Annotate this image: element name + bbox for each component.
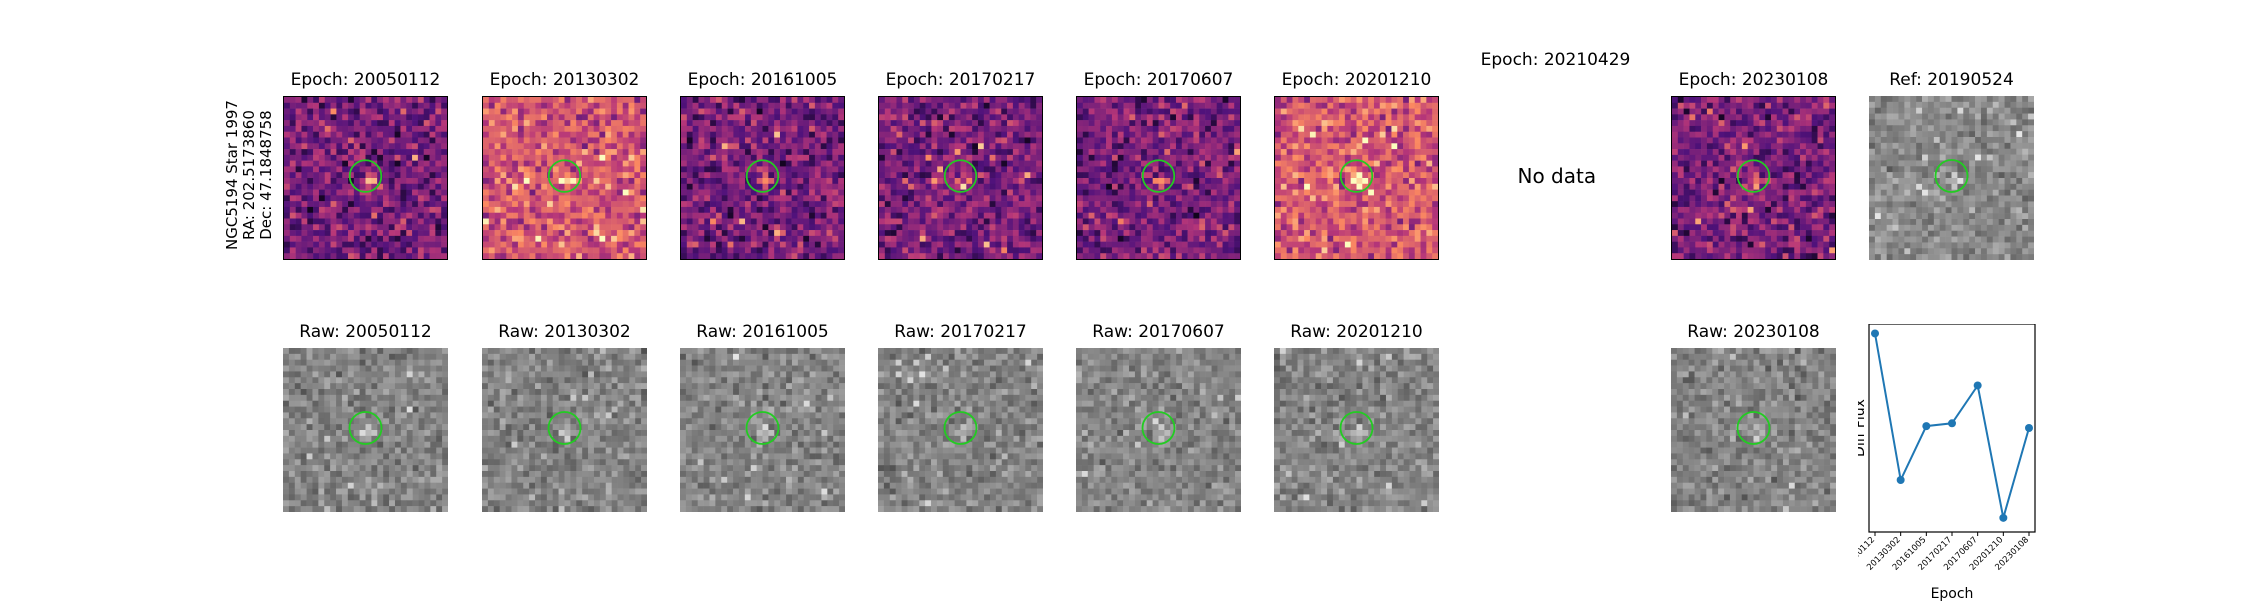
aperture-circle (482, 348, 647, 512)
panel-title: Raw: 20130302 (465, 322, 665, 342)
difference-image (1274, 96, 1439, 260)
raw-image (1076, 348, 1241, 512)
raw-image (1274, 348, 1439, 512)
panel-title: Raw: 20170217 (861, 322, 1061, 342)
panel-title: Epoch: 20201210 (1257, 70, 1457, 90)
data-point (1948, 419, 1956, 427)
panel-title: Ref: 20190524 (1852, 70, 2052, 90)
no-data-label: No data (1518, 164, 1597, 188)
aperture-circle (283, 348, 448, 512)
aperture-circle (1077, 97, 1240, 259)
aperture-circle (1274, 348, 1439, 512)
panel-title: Epoch: 20161005 (663, 70, 863, 90)
data-point (1897, 476, 1905, 484)
panel-title: Raw: 20230108 (1654, 322, 1854, 342)
raw-image (283, 348, 448, 512)
panel-title: Epoch: 20170217 (861, 70, 1061, 90)
diff-flux-plot: 2005011220130302201610052017021720170607… (1858, 324, 2058, 604)
aperture-circle (1671, 348, 1836, 512)
aperture-circle (681, 97, 844, 259)
difference-image (680, 96, 845, 260)
aperture-circle (879, 97, 1042, 259)
data-point (2025, 424, 2033, 432)
aperture-circle (1275, 97, 1438, 259)
panel-title: Raw: 20161005 (663, 322, 863, 342)
raw-image (1671, 348, 1836, 512)
raw-image (680, 348, 845, 512)
difference-image (283, 96, 448, 260)
aperture-circle (1869, 96, 2034, 260)
raw-image (878, 348, 1043, 512)
panel-title: Epoch: 20210429 (1456, 50, 1656, 70)
aperture-circle (878, 348, 1043, 512)
difference-image (482, 96, 647, 260)
star-label-line: RA: 202.5173860 (241, 100, 258, 250)
panel-title: Raw: 20170607 (1059, 322, 1259, 342)
panel-title: Raw: 20050112 (266, 322, 466, 342)
data-point (1871, 329, 1879, 337)
panel-title: Raw: 20201210 (1257, 322, 1457, 342)
star-label-line: NGC5194 Star 1997 (224, 100, 241, 250)
raw-image (482, 348, 647, 512)
difference-image (1076, 96, 1241, 260)
aperture-circle (1076, 348, 1241, 512)
reference-image (1869, 96, 2034, 260)
aperture-circle (284, 97, 447, 259)
panel-title: Epoch: 20130302 (465, 70, 665, 90)
panel-title: Epoch: 20170607 (1059, 70, 1259, 90)
aperture-circle (483, 97, 646, 259)
difference-image (878, 96, 1043, 260)
aperture-circle (1672, 97, 1835, 259)
data-point (1922, 422, 1930, 430)
plot-frame (1869, 324, 2035, 532)
panel-title: Epoch: 20230108 (1654, 70, 1854, 90)
star-label-line: Dec: 47.1848758 (258, 100, 275, 250)
y-axis-label: Diff Flux (1858, 399, 1868, 457)
data-point (1974, 381, 1982, 389)
data-point (1999, 514, 2007, 522)
aperture-circle (680, 348, 845, 512)
difference-image (1671, 96, 1836, 260)
panel-title: Epoch: 20050112 (266, 70, 466, 90)
